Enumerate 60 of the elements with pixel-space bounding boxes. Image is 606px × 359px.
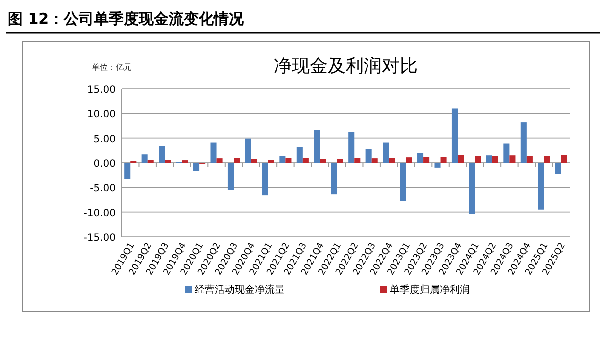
bar — [348, 132, 355, 163]
bar — [337, 159, 344, 163]
bar — [475, 156, 482, 163]
bar — [251, 159, 258, 163]
chart-subtitle: 净现金及利润对比 — [274, 56, 418, 77]
text: 单位：亿元 — [92, 63, 132, 72]
y-tick-label: 0.00 — [94, 159, 116, 170]
bar — [452, 108, 458, 163]
bar — [331, 163, 338, 195]
bar — [469, 163, 476, 214]
y-tick-label: -15.00 — [84, 233, 116, 244]
bar — [434, 163, 441, 168]
bar — [383, 142, 390, 163]
bar — [124, 163, 131, 180]
bar — [510, 156, 516, 163]
bar — [216, 158, 223, 163]
bar — [504, 144, 510, 163]
bar — [286, 158, 292, 163]
bar — [296, 147, 303, 163]
bar — [400, 163, 406, 202]
bar — [245, 138, 252, 163]
bar — [372, 158, 378, 163]
legend-label: 单季度归属净利润 — [390, 284, 470, 296]
bar — [538, 163, 544, 210]
y-tick-label: 10.00 — [87, 110, 116, 121]
y-tick-label: 5.00 — [94, 134, 116, 146]
bar — [165, 160, 172, 163]
bar — [262, 163, 268, 196]
bar — [561, 155, 568, 163]
bar — [544, 156, 550, 163]
bar — [406, 158, 412, 163]
bar — [424, 157, 430, 163]
bar — [366, 149, 372, 163]
bar — [320, 159, 326, 163]
bar — [314, 130, 320, 163]
bar — [418, 153, 424, 163]
bar — [520, 122, 527, 163]
legend-label: 经营活动现金净流量 — [195, 284, 285, 296]
bar — [228, 163, 234, 190]
bar — [555, 163, 562, 174]
y-tick-label: -10.00 — [84, 208, 116, 220]
bar — [492, 156, 498, 163]
bar — [194, 163, 200, 172]
bar — [302, 158, 309, 163]
bar — [142, 154, 148, 163]
y-tick-label: 15.00 — [87, 85, 116, 96]
chart-title: 图 12：公司单季度现金流变化情况 — [8, 10, 246, 28]
bar — [159, 146, 166, 163]
bar — [486, 156, 492, 163]
bar — [210, 142, 217, 163]
bar — [354, 158, 361, 163]
bar — [148, 160, 154, 163]
bar — [458, 155, 464, 163]
bar — [389, 158, 396, 163]
bar — [526, 156, 533, 163]
y-tick-label: -5.00 — [90, 184, 116, 195]
bar — [440, 157, 447, 163]
bar — [280, 156, 286, 163]
bar — [234, 158, 240, 163]
bar — [268, 160, 274, 163]
